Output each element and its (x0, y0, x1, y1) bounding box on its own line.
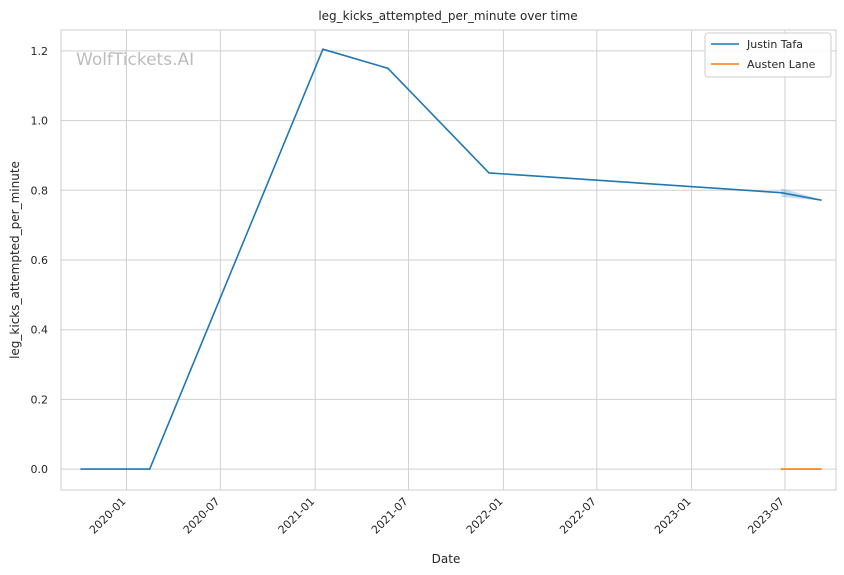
y-tick-label: 1.2 (31, 45, 49, 58)
y-tick-label: 0.4 (31, 324, 49, 337)
data-point-justin-tafa (80, 468, 82, 470)
data-point-justin-tafa (780, 191, 783, 194)
y-tick-label: 0.8 (31, 184, 49, 197)
data-point-justin-tafa (387, 67, 389, 70)
y-tick-label: 0.6 (31, 254, 49, 267)
data-point-justin-tafa (148, 468, 151, 470)
data-point-justin-tafa (820, 199, 822, 201)
watermark: WolfTickets.AI (76, 50, 194, 70)
data-point-justin-tafa (322, 48, 324, 50)
legend-label-austen-lane: Austen Lane (747, 58, 816, 71)
plot-area-frame (60, 29, 837, 491)
data-point-austen-lane (780, 468, 783, 470)
data-point-justin-tafa (488, 172, 490, 174)
y-tick-label: 1.0 (31, 115, 49, 128)
x-axis-title: Date (432, 552, 461, 566)
data-point-austen-lane (820, 468, 822, 470)
legend: Justin Tafa Austen Lane (704, 32, 832, 78)
legend-label-justin-tafa: Justin Tafa (746, 38, 803, 51)
y-axis-title: leg_kicks_attempted_per_minute (8, 161, 22, 359)
y-tick-label: 0.2 (31, 393, 49, 406)
chart-title: leg_kicks_attempted_per_minute over time (318, 9, 577, 23)
grid-layer (61, 30, 836, 490)
y-tick-label: 0.0 (31, 463, 49, 476)
series-layer (80, 48, 822, 470)
y-tick-labels: 0.0 0.2 0.4 0.6 0.8 1.0 1.2 (31, 45, 49, 476)
